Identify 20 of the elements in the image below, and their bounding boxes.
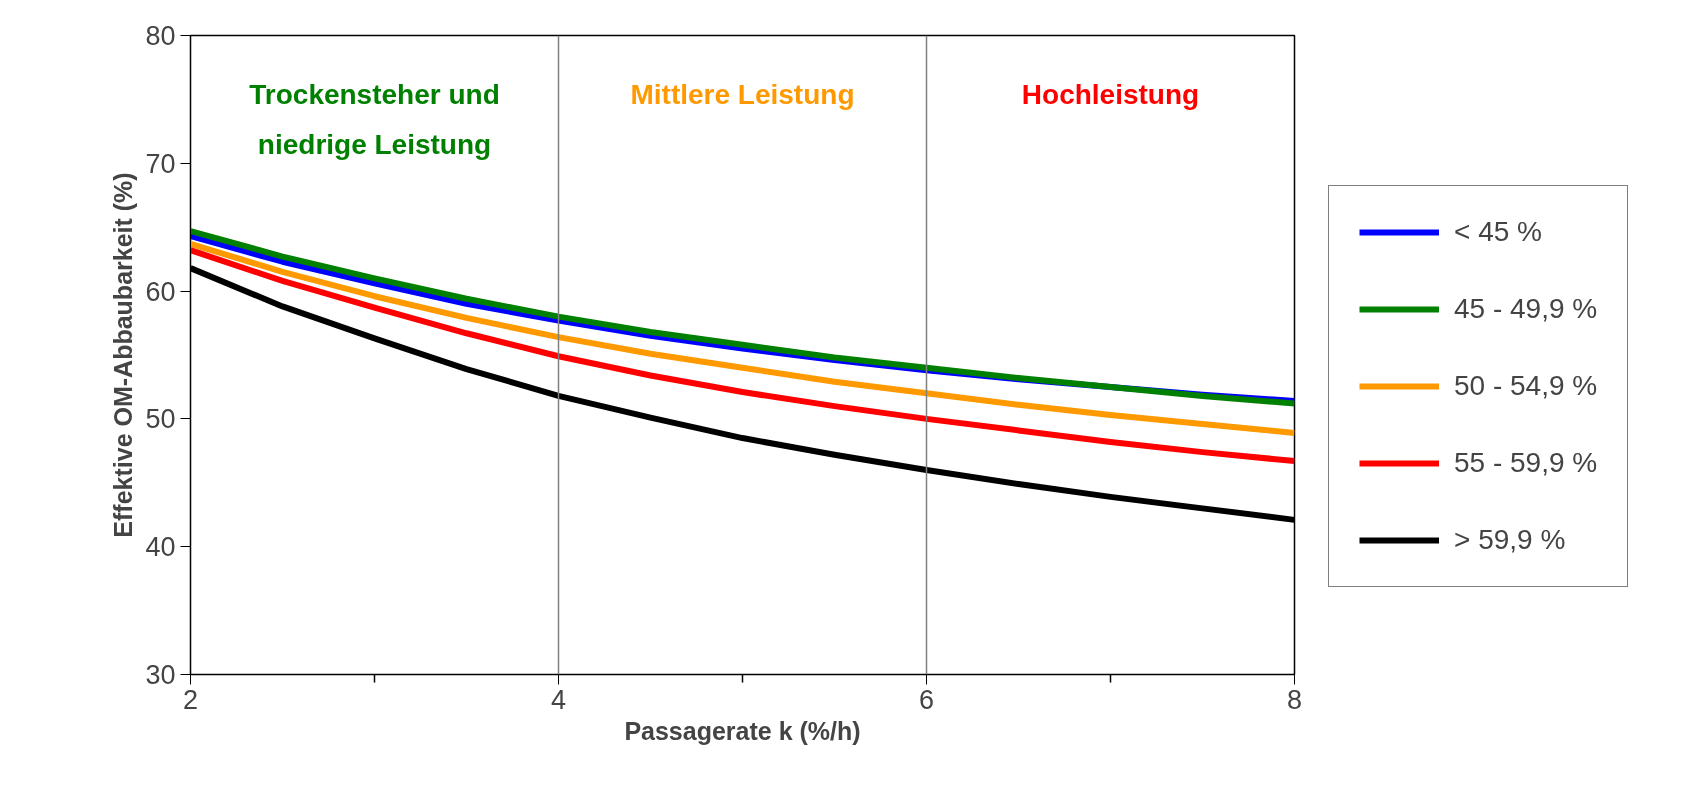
y-tick-label: 40: [145, 532, 176, 563]
y-tick-label: 50: [145, 404, 176, 435]
legend-label: 50 - 54,9 %: [1454, 370, 1598, 402]
x-tick-label: 4: [550, 684, 567, 715]
y-tick-label: 30: [145, 660, 176, 690]
y-tick-label: 80: [145, 21, 176, 51]
x-tick-label: 6: [918, 684, 935, 715]
legend-label: 45 - 49,9 %: [1454, 293, 1598, 325]
annotation: Trockensteher und niedrige Leistung: [249, 79, 500, 160]
y-axis-title: Effektive OM-Abbaubarkeit (%): [109, 172, 138, 538]
legend-label: > 59,9 %: [1454, 524, 1566, 556]
y-tick-label: 70: [145, 148, 176, 179]
legend-label: < 45 %: [1454, 216, 1542, 248]
legend-label: 55 - 59,9 %: [1454, 447, 1598, 479]
x-tick-label: 8: [1286, 684, 1303, 715]
y-tick-label: 60: [145, 276, 176, 307]
annotation: Mittlere Leistung: [630, 79, 855, 110]
x-tick-label: 2: [182, 684, 199, 715]
x-axis-title: Passagerate k (%/h): [624, 716, 861, 745]
annotation: Hochleistung: [1021, 79, 1200, 110]
